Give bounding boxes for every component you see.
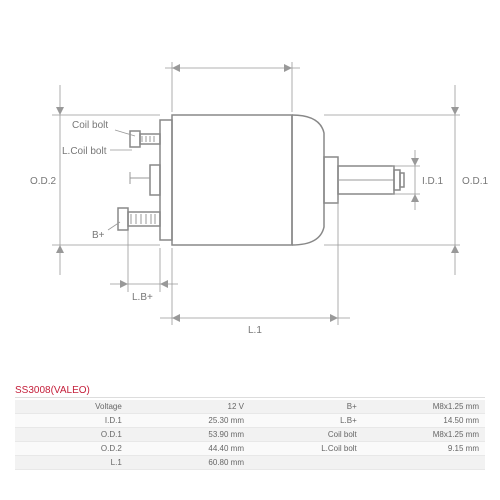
spec-label: Coil bolt [250, 428, 363, 442]
spec-label: O.D.2 [15, 442, 128, 456]
spec-value: 60.80 mm [128, 456, 250, 470]
label-id1: I.D.1 [422, 176, 444, 187]
label-od2: O.D.2 [30, 176, 57, 187]
label-od1: O.D.1 [462, 176, 489, 187]
spec-value: 12 V [128, 400, 250, 414]
label-lbplus: L.B+ [132, 292, 153, 303]
spec-value: 9.15 mm [363, 442, 485, 456]
spec-value: 44.40 mm [128, 442, 250, 456]
technical-drawing: O.D.2 O.D.1 I.D.1 L.1 L.B+ Coil bolt L.C… [0, 0, 500, 385]
spec-value: 14.50 mm [363, 414, 485, 428]
spec-label: L.1 [15, 456, 128, 470]
label-coilbolt: Coil bolt [72, 120, 108, 131]
spec-value: M8x1.25 mm [363, 428, 485, 442]
spec-label: B+ [250, 400, 363, 414]
spec-label: L.B+ [250, 414, 363, 428]
spec-value: M8x1.25 mm [363, 400, 485, 414]
label-l1: L.1 [248, 325, 262, 336]
spec-table: Voltage 12 V B+ M8x1.25 mm I.D.1 25.30 m… [15, 400, 485, 470]
spec-value: 53.90 mm [128, 428, 250, 442]
label-lcoilbolt: L.Coil bolt [62, 146, 107, 157]
spec-section: SS3008(VALEO) Voltage 12 V B+ M8x1.25 mm… [15, 385, 485, 470]
spec-label: I.D.1 [15, 414, 128, 428]
spec-label: L.Coil bolt [250, 442, 363, 456]
label-bplus: B+ [92, 230, 105, 241]
part-number-title: SS3008(VALEO) [15, 385, 485, 398]
spec-value: 25.30 mm [128, 414, 250, 428]
spec-label: Voltage [15, 400, 128, 414]
spec-label: O.D.1 [15, 428, 128, 442]
